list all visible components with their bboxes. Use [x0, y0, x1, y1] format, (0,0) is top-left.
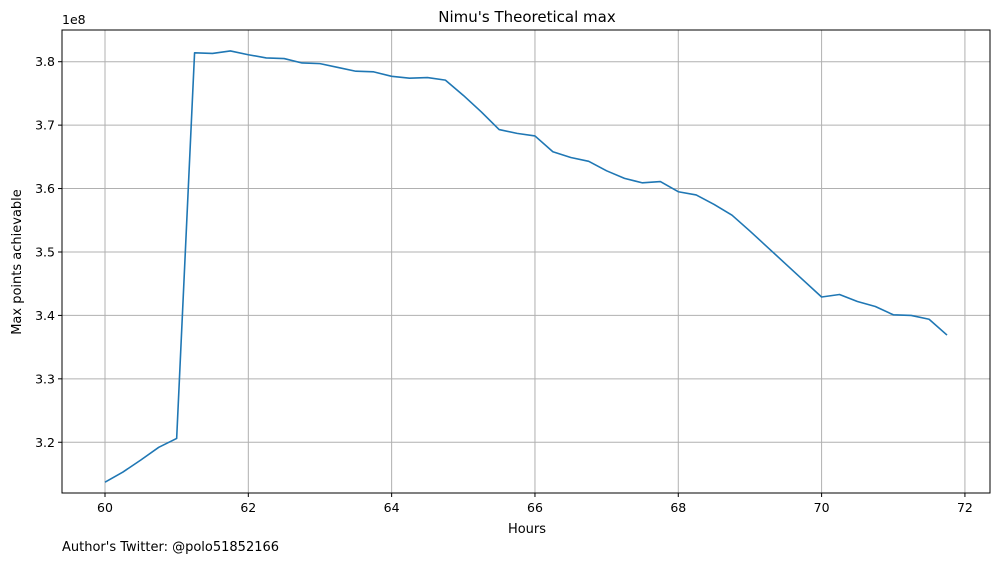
y-tick-label: 3.7 [35, 118, 55, 133]
series-layer [104, 50, 948, 483]
y-tick-label: 3.4 [35, 308, 55, 323]
author-credit: Author's Twitter: @polo51852166 [62, 540, 279, 555]
y-tick-label: 3.5 [35, 244, 55, 259]
y-axis-title: Max points achievable [10, 189, 25, 335]
grid [62, 30, 990, 493]
ticks: 60 62 64 66 68 70 72 3.2 3.3 3.4 3.5 3.6 3.7 3.8 [35, 54, 973, 515]
y-tick-label: 3.8 [35, 54, 55, 69]
x-tick-label: 70 [814, 500, 830, 515]
x-tick-label: 62 [240, 500, 256, 515]
y-offset-label: 1e8 [62, 12, 86, 27]
x-tick-label: 68 [670, 500, 686, 515]
y-tick-label: 3.2 [35, 435, 55, 450]
x-tick-label: 72 [957, 500, 973, 515]
x-tick-label: 66 [527, 500, 543, 515]
y-tick-label: 3.6 [35, 181, 55, 196]
series-line [104, 50, 948, 483]
y-tick-label: 3.3 [35, 371, 55, 386]
x-axis-title: Hours [508, 522, 546, 537]
x-tick-label: 64 [384, 500, 400, 515]
x-tick-label: 60 [97, 500, 113, 515]
plot-frame [61, 29, 991, 494]
chart-title: Nimu's Theoretical max [438, 8, 616, 26]
